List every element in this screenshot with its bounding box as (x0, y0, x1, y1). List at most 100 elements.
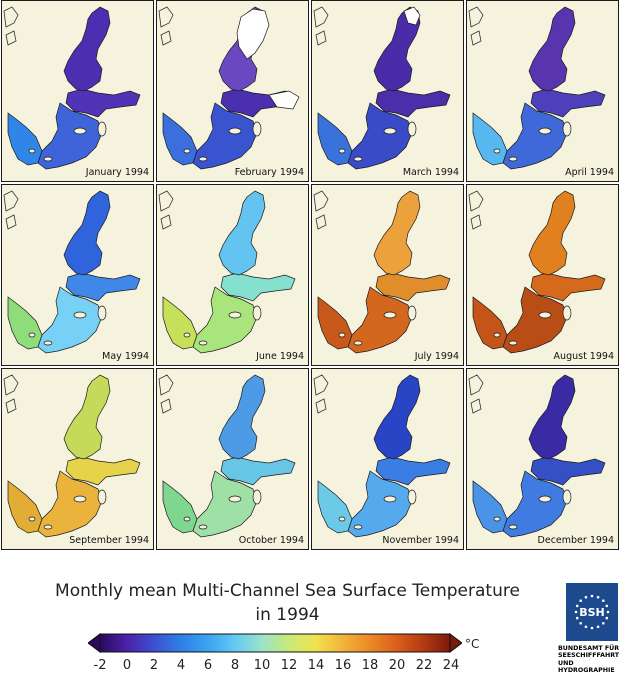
island (97, 305, 107, 321)
island (228, 311, 242, 319)
coastline-fragment (313, 6, 329, 46)
island (338, 148, 346, 154)
month-label: June 1994 (256, 351, 304, 362)
map-panel-month: October 1994 (156, 368, 309, 550)
colorbar-tick-label: 4 (176, 658, 186, 673)
sea-region-north (528, 190, 576, 276)
coastline-fragment (468, 374, 484, 414)
sea-region-north (218, 190, 266, 276)
bsh-agency-name: BUNDESAMT FÜR SEESCHIFFFAHRT UND HYDROGR… (558, 645, 622, 675)
sea-ice-area (403, 6, 421, 26)
island (28, 516, 36, 522)
sea-region-mid (220, 272, 296, 302)
coastline-fragment (158, 6, 174, 46)
map-panel-month: November 1994 (311, 368, 464, 550)
map-panel-month: July 1994 (311, 184, 464, 366)
baltic-sea-temperature-map (468, 190, 606, 354)
month-label: January 1994 (85, 167, 149, 178)
coastline-fragment (3, 190, 19, 230)
colorbar-tick-label: 24 (442, 658, 460, 673)
island (538, 495, 552, 503)
bsh-name-line: BUNDESAMT FÜR (558, 645, 620, 652)
island (183, 332, 191, 338)
month-label: October 1994 (238, 535, 304, 546)
sea-region-north (63, 374, 111, 460)
bsh-logo-stars-icon: BSH (574, 594, 610, 630)
baltic-sea-temperature-map (3, 374, 141, 538)
sea-region-north (63, 6, 111, 92)
island (43, 340, 53, 346)
colorbar-unit-label: °C (465, 637, 480, 651)
sea-region-mid (65, 456, 141, 486)
island (183, 148, 191, 154)
monthly-map-grid: January 1994 February 1994 March 1994 April… (1, 0, 621, 555)
sea-region-mid (65, 272, 141, 302)
sea-region-north (218, 374, 266, 460)
baltic-sea-temperature-map (313, 6, 451, 170)
baltic-sea-temperature-map (313, 374, 451, 538)
coastline-fragment (313, 190, 329, 230)
sea-region-west (162, 112, 198, 166)
island (383, 127, 397, 135)
island (198, 340, 208, 346)
island (97, 121, 107, 137)
sea-region-south (192, 102, 258, 170)
island (252, 121, 262, 137)
sea-ice-area (236, 8, 300, 110)
sea-region-south (37, 102, 103, 170)
sea-region-south (347, 286, 413, 354)
sea-region-north (528, 6, 576, 92)
colorbar-tick-label: 6 (203, 658, 213, 673)
island (228, 495, 242, 503)
island (493, 516, 501, 522)
map-panel-month: February 1994 (156, 0, 309, 182)
colorbar-tick-label: 10 (253, 658, 271, 673)
colorbar-tick-label: -2 (93, 658, 107, 673)
island (183, 516, 191, 522)
colorbar-tick-label: 12 (280, 658, 298, 673)
coastline-fragment (3, 6, 19, 46)
map-panel-month: January 1994 (1, 0, 154, 182)
coastline-fragment (158, 190, 174, 230)
sea-region-west (162, 480, 198, 534)
island (353, 340, 363, 346)
sea-region-mid (530, 88, 606, 118)
sea-region-west (7, 112, 43, 166)
island (73, 311, 87, 319)
island (508, 156, 518, 162)
sea-region-west (317, 296, 353, 350)
baltic-sea-temperature-map (158, 6, 300, 170)
island (562, 121, 572, 137)
island (338, 332, 346, 338)
colorbar-tick-label: 8 (230, 658, 240, 673)
sea-region-mid (65, 88, 141, 118)
temperature-colorbar (88, 633, 462, 653)
map-panel-month: May 1994 (1, 184, 154, 366)
sea-region-west (472, 112, 508, 166)
island (562, 305, 572, 321)
baltic-sea-temperature-map (3, 190, 141, 354)
sea-region-west (472, 296, 508, 350)
coastline-fragment (468, 190, 484, 230)
island (338, 516, 346, 522)
sea-region-mid (530, 272, 606, 302)
sea-region-mid (375, 272, 451, 302)
month-label: February 1994 (234, 167, 304, 178)
island (383, 495, 397, 503)
month-label: November 1994 (382, 535, 459, 546)
sea-region-south (37, 470, 103, 538)
colorbar-tick-label: 14 (307, 658, 325, 673)
sea-region-north (373, 374, 421, 460)
island (28, 332, 36, 338)
sea-region-west (7, 480, 43, 534)
coastline-fragment (3, 374, 19, 414)
baltic-sea-temperature-map (468, 374, 606, 538)
coastline-fragment (468, 6, 484, 46)
sea-region-north (373, 190, 421, 276)
map-panel-month: April 1994 (466, 0, 619, 182)
bsh-logo: BSH (566, 583, 618, 641)
island (407, 305, 417, 321)
island (538, 311, 552, 319)
island (97, 489, 107, 505)
sea-region-north (373, 6, 421, 92)
